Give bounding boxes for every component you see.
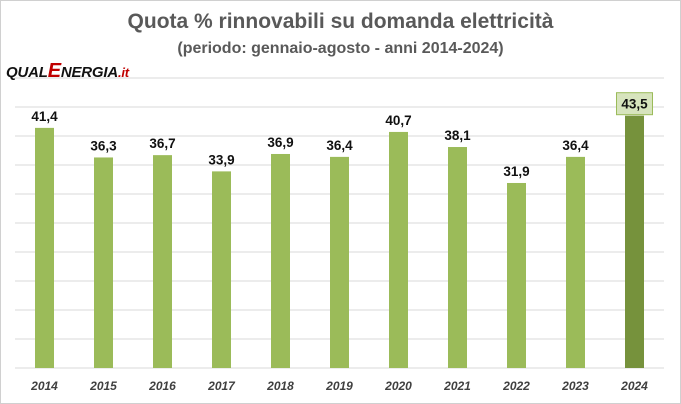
x-tick-2024: 2024 xyxy=(620,379,648,393)
data-label-2018: 36,9 xyxy=(267,135,293,150)
logo-part-nergia: NERGIA xyxy=(60,64,118,81)
bar-2021 xyxy=(448,147,467,368)
data-label-2024: 43,5 xyxy=(621,97,648,112)
logo-part-qual: QUAL xyxy=(6,64,48,81)
x-tick-2023: 2023 xyxy=(561,379,589,393)
bar-2024 xyxy=(625,115,644,368)
data-label-2016: 36,7 xyxy=(149,136,175,151)
data-label-2022: 31,9 xyxy=(503,164,529,179)
x-axis-ticks: 2014 2015 2016 2017 2018 2019 2020 2021 2022 2023… xyxy=(30,379,648,393)
bar-2017 xyxy=(212,171,231,368)
bar-2019 xyxy=(330,156,349,368)
logo-part-e: E xyxy=(47,60,61,82)
x-tick-2020: 2020 xyxy=(384,379,412,393)
data-label-2021: 38,1 xyxy=(444,128,471,143)
chart-title: Quota % rinnovabili su domanda elettrici… xyxy=(127,10,554,33)
bar-2020 xyxy=(389,131,408,368)
x-tick-2015: 2015 xyxy=(89,379,117,393)
x-tick-2021: 2021 xyxy=(443,379,471,393)
bar-2023 xyxy=(566,156,585,368)
bar-2015 xyxy=(94,157,113,368)
bar-2018 xyxy=(271,153,290,368)
data-labels: 41,4 36,3 36,7 33,9 36,9 36,4 40,7 38,1 31,9 36,4… xyxy=(31,92,653,179)
chart-subtitle: (periodo: gennaio-agosto - anni 2014-202… xyxy=(177,40,504,57)
x-tick-2017: 2017 xyxy=(207,379,236,393)
data-label-2014: 41,4 xyxy=(31,109,58,124)
qualenergia-logo: QUALENERGIA.it xyxy=(6,60,129,83)
data-label-2023: 36,4 xyxy=(562,138,589,153)
x-tick-2014: 2014 xyxy=(30,379,58,393)
data-label-2020: 40,7 xyxy=(385,113,411,128)
bar-2022 xyxy=(507,182,526,368)
x-tick-2016: 2016 xyxy=(148,379,176,393)
data-label-2015: 36,3 xyxy=(90,138,117,153)
bars xyxy=(35,115,644,368)
data-label-2017: 33,9 xyxy=(208,152,234,167)
data-label-2019: 36,4 xyxy=(326,138,353,153)
x-tick-2019: 2019 xyxy=(325,379,353,393)
highlight-label-box xyxy=(616,92,653,116)
bar-2016 xyxy=(153,155,172,368)
bar-2014 xyxy=(35,127,54,368)
x-tick-2018: 2018 xyxy=(266,379,294,393)
logo-part-it: .it xyxy=(117,65,129,80)
x-tick-2022: 2022 xyxy=(502,379,530,393)
